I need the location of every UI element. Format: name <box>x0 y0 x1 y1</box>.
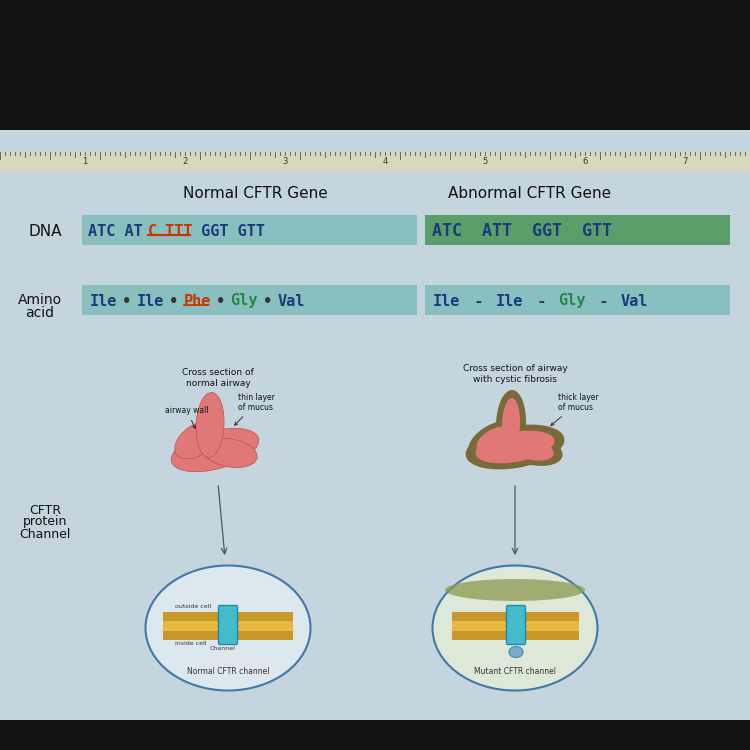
Text: Mutant CFTR channel: Mutant CFTR channel <box>474 668 556 676</box>
Text: •: • <box>113 293 141 308</box>
FancyBboxPatch shape <box>425 215 730 245</box>
Text: ATC  ATT  GGT  GTT: ATC ATT GGT GTT <box>432 222 612 240</box>
Bar <box>163 612 293 621</box>
Text: Channel: Channel <box>20 527 70 541</box>
FancyBboxPatch shape <box>82 215 417 245</box>
Text: TTT: TTT <box>156 224 193 238</box>
Bar <box>452 621 579 631</box>
Ellipse shape <box>146 566 310 691</box>
FancyBboxPatch shape <box>0 130 750 720</box>
Text: acid: acid <box>26 306 55 320</box>
Ellipse shape <box>171 428 259 472</box>
Text: CFTR: CFTR <box>29 503 61 517</box>
Bar <box>163 631 293 640</box>
Ellipse shape <box>502 398 520 450</box>
Ellipse shape <box>466 424 565 470</box>
Bar <box>163 621 293 631</box>
Text: 7: 7 <box>682 157 688 166</box>
Ellipse shape <box>512 440 554 460</box>
Text: 1: 1 <box>82 157 88 166</box>
Ellipse shape <box>476 430 554 464</box>
Text: 2: 2 <box>182 157 188 166</box>
Text: outside cell: outside cell <box>175 604 211 609</box>
FancyBboxPatch shape <box>82 285 417 315</box>
Text: Ile: Ile <box>136 293 164 308</box>
Ellipse shape <box>445 579 585 601</box>
Text: Val: Val <box>278 293 304 308</box>
Text: -: - <box>457 293 502 308</box>
Text: Normal CFTR channel: Normal CFTR channel <box>187 668 269 676</box>
Text: •: • <box>160 293 188 308</box>
Text: •: • <box>254 293 281 308</box>
Text: 3: 3 <box>282 157 288 166</box>
Text: •: • <box>207 293 234 308</box>
FancyBboxPatch shape <box>425 285 730 315</box>
Text: Abnormal CFTR Gene: Abnormal CFTR Gene <box>448 185 611 200</box>
Text: inside cell: inside cell <box>175 641 206 646</box>
Text: 6: 6 <box>582 157 588 166</box>
Text: thick layer
of mucus: thick layer of mucus <box>551 392 598 425</box>
Text: DNA: DNA <box>28 224 62 239</box>
Text: ATC AT: ATC AT <box>88 224 142 238</box>
Text: -: - <box>519 293 565 308</box>
FancyBboxPatch shape <box>218 605 238 644</box>
Text: Gly: Gly <box>230 293 258 308</box>
Ellipse shape <box>503 434 562 466</box>
Text: protein: protein <box>22 515 68 529</box>
Text: Ile: Ile <box>496 293 523 308</box>
Text: Val: Val <box>620 293 647 308</box>
FancyBboxPatch shape <box>0 0 750 130</box>
Ellipse shape <box>468 421 522 460</box>
Ellipse shape <box>476 427 514 454</box>
Bar <box>452 612 579 621</box>
Text: Cross section of airway
with cystic fibrosis: Cross section of airway with cystic fibr… <box>463 364 567 384</box>
Text: Gly: Gly <box>558 293 585 308</box>
Text: Cross section of
normal airway: Cross section of normal airway <box>182 368 254 388</box>
FancyBboxPatch shape <box>506 605 526 644</box>
FancyBboxPatch shape <box>0 152 750 172</box>
Text: 4: 4 <box>382 157 388 166</box>
Text: Channel: Channel <box>210 646 236 651</box>
Text: Ile: Ile <box>90 293 117 308</box>
Text: C: C <box>148 224 158 238</box>
Ellipse shape <box>175 421 219 459</box>
Text: Normal CFTR Gene: Normal CFTR Gene <box>183 185 327 200</box>
Ellipse shape <box>509 646 523 658</box>
Text: -: - <box>581 293 627 308</box>
Text: Ile: Ile <box>433 293 460 308</box>
Text: airway wall: airway wall <box>165 406 209 428</box>
Ellipse shape <box>433 566 598 691</box>
Text: Phe: Phe <box>184 293 211 308</box>
Text: 5: 5 <box>482 157 488 166</box>
Text: Amino: Amino <box>18 293 62 307</box>
Text: GGT GTT: GGT GTT <box>192 224 265 238</box>
Bar <box>452 631 579 640</box>
Ellipse shape <box>196 392 224 458</box>
FancyBboxPatch shape <box>0 720 750 750</box>
Ellipse shape <box>496 390 526 458</box>
Ellipse shape <box>202 439 257 467</box>
Text: thin layer
of mucus: thin layer of mucus <box>235 392 274 425</box>
